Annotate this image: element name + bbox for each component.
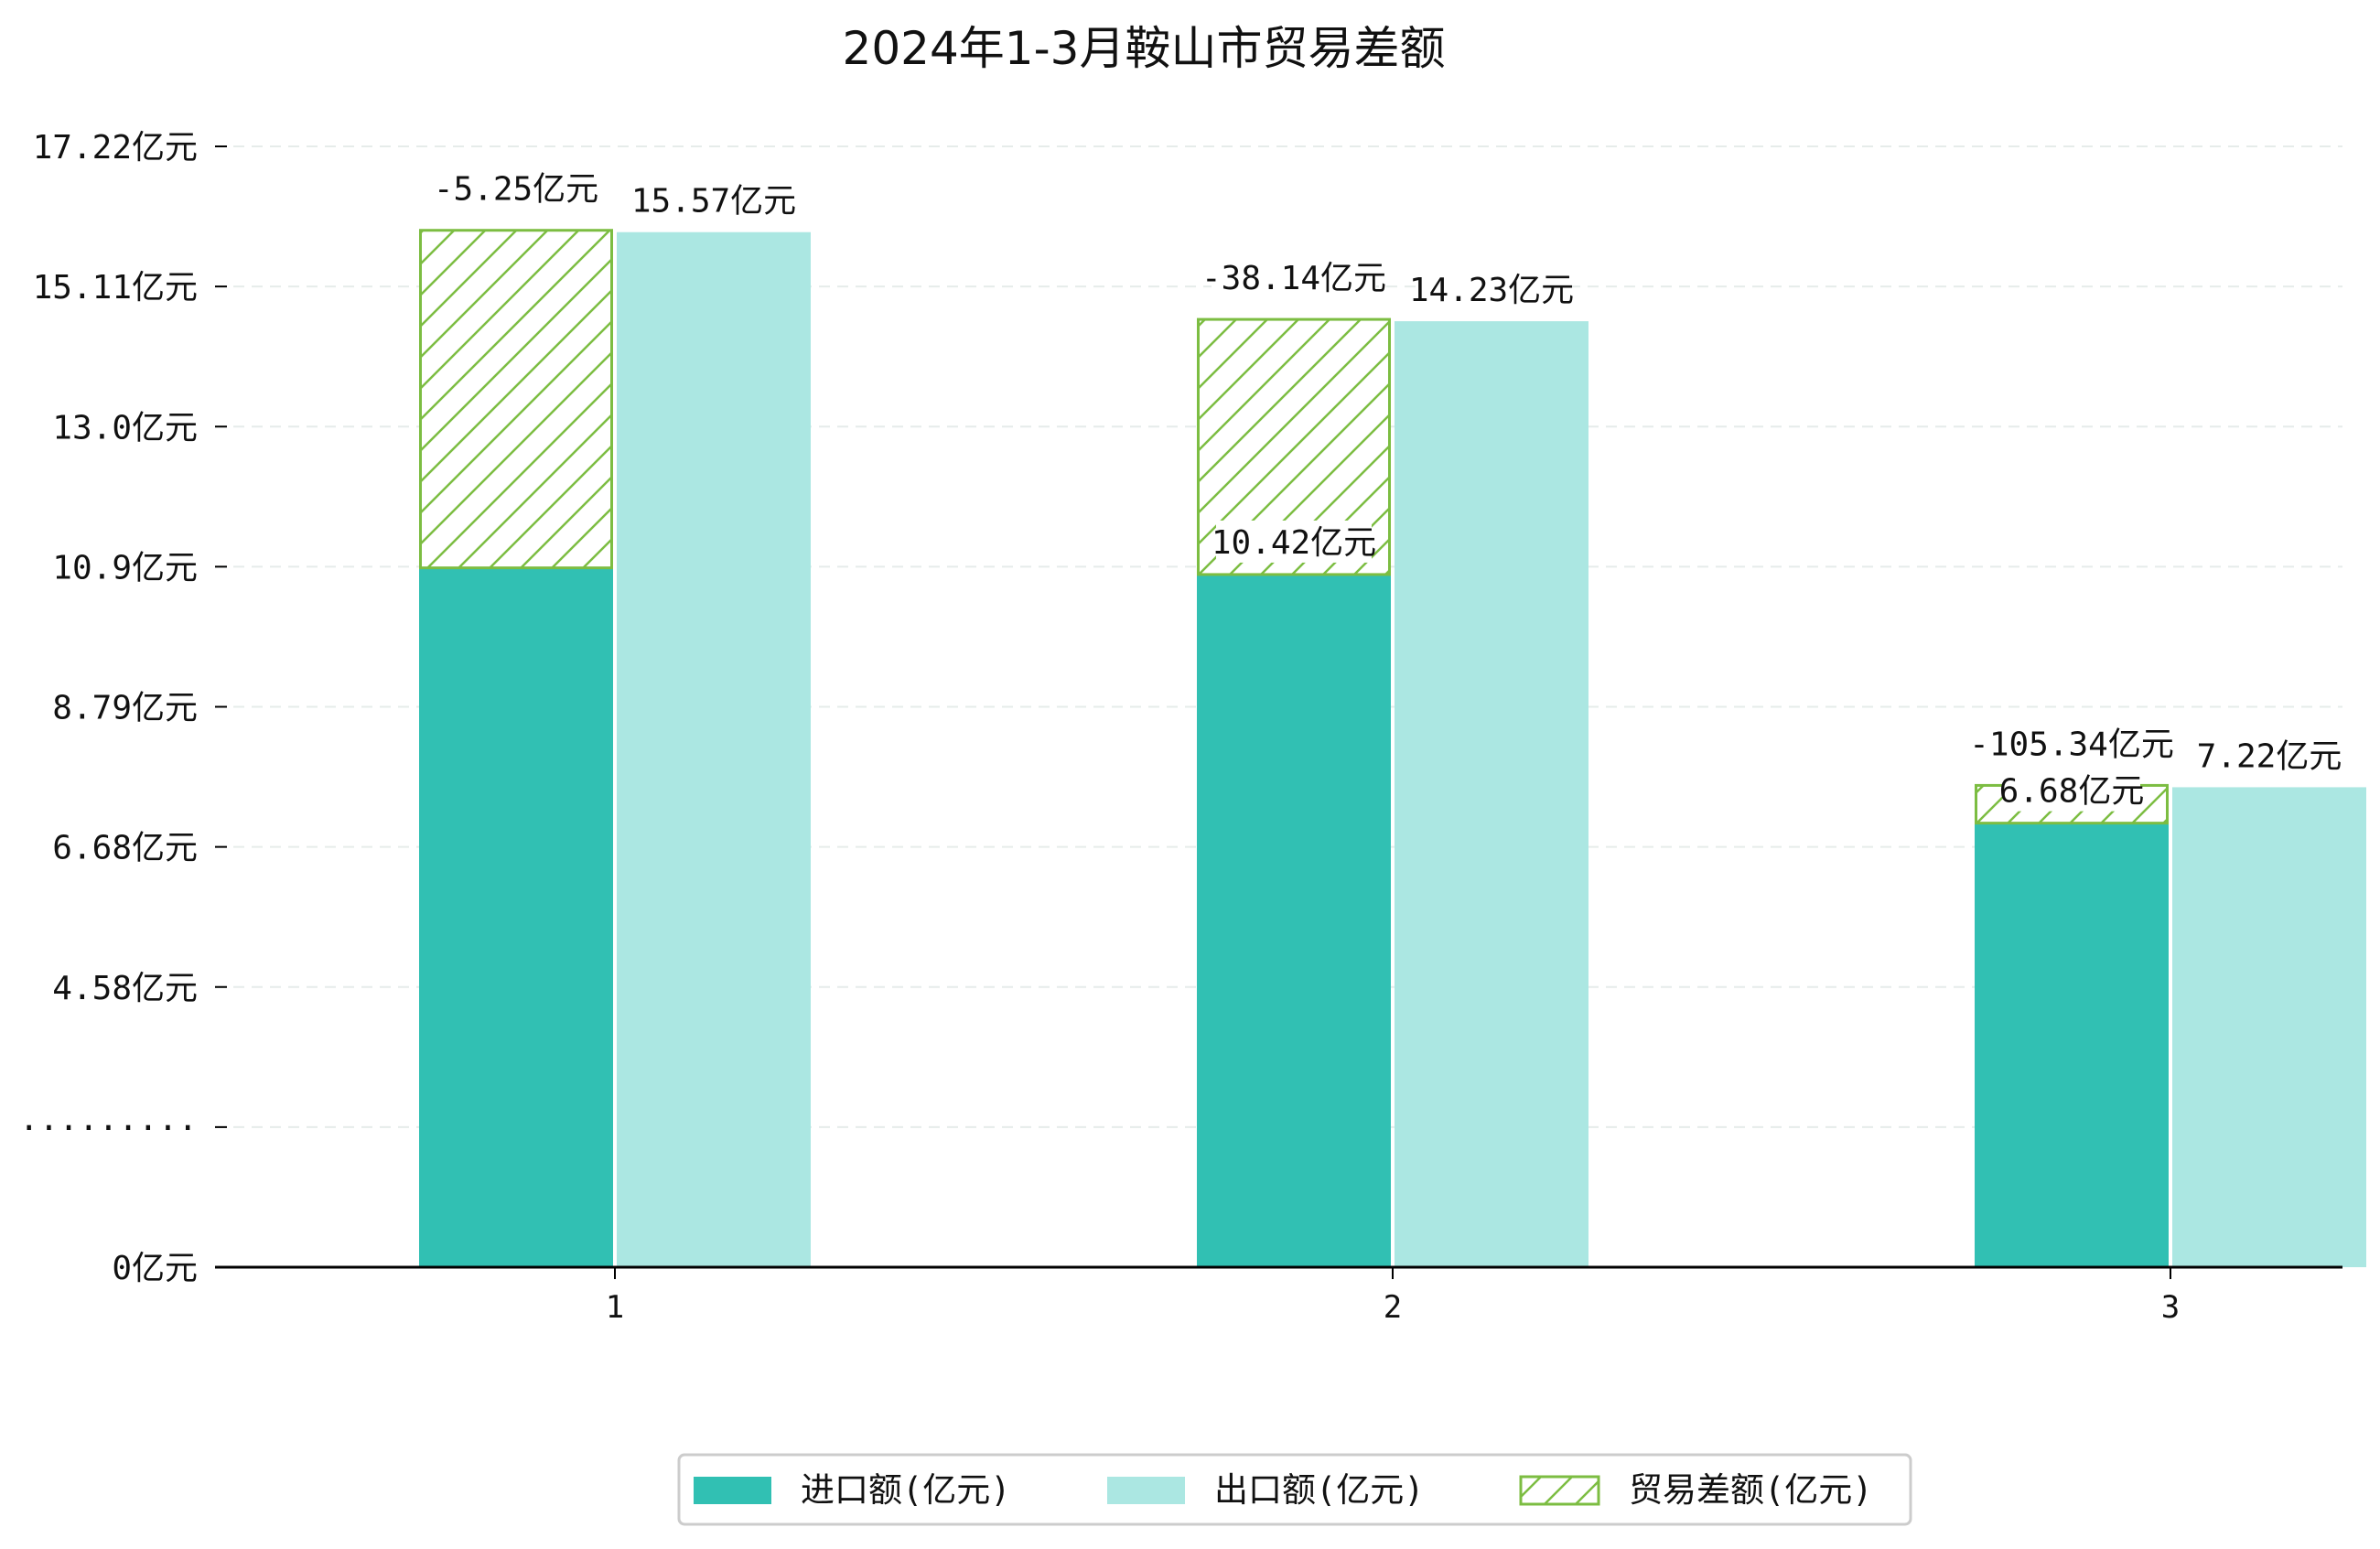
import-bar [1197, 574, 1391, 1267]
data-label-bg [1212, 256, 1376, 299]
y-tick-label: 13.0亿元 [52, 409, 198, 446]
data-label: 15.57亿元 [631, 183, 796, 221]
export-bar [2172, 787, 2366, 1267]
data-label: 14.23亿元 [1409, 272, 1574, 309]
chart-title: 2024年1-3月鞍山市贸易差额 [843, 22, 1446, 75]
x-tick-label: 3 [2161, 1289, 2180, 1326]
y-axis: 0亿元 ········· 4.58亿元 6.68亿元 8.79亿元 10.9亿元 13.0… [19, 129, 227, 1287]
data-label-bg [2003, 769, 2140, 812]
data-label-bg [641, 178, 787, 221]
data-label: 7.22亿元 [2197, 737, 2342, 775]
legend: 进口额(亿元) 出口额(亿元) 贸易差额(亿元) [677, 1453, 1912, 1526]
import-bar [419, 567, 613, 1267]
data-label: -38.14亿元 [1201, 260, 1386, 297]
legend-frame [677, 1453, 1912, 1526]
y-tick-label: 10.9亿元 [52, 549, 198, 586]
y-tick-label: 15.11亿元 [33, 269, 198, 307]
balance-bar [419, 229, 613, 570]
y-tick-label: 0亿元 [112, 1250, 198, 1287]
y-tick-label: 4.58亿元 [52, 970, 198, 1007]
legend-swatch-import [694, 1477, 771, 1504]
data-label-bg [443, 167, 589, 210]
legend-label-export: 出口额(亿元) [1214, 1470, 1425, 1510]
data-labels: -5.25亿元 15.57亿元 -38.14亿元 14.23亿元 10.42亿元 -105… [434, 167, 2342, 812]
legend-label-import: 进口额(亿元) [801, 1470, 1011, 1510]
data-label-bg [1418, 268, 1565, 311]
legend-swatch-export [1107, 1477, 1185, 1504]
x-tick-label: 1 [606, 1289, 624, 1326]
bars [419, 229, 2366, 1267]
data-label: 6.68亿元 [1999, 773, 2145, 811]
data-label-bg [1216, 520, 1372, 563]
legend-swatch-balance [1519, 1475, 1600, 1506]
y-tick-label: ········· [19, 1110, 198, 1147]
export-bar [1395, 321, 1588, 1267]
x-axis: 1 2 3 [215, 1265, 2342, 1326]
y-tick-label: 17.22亿元 [33, 129, 198, 167]
data-label-bg [2205, 734, 2333, 777]
legend-label-balance: 贸易差额(亿元) [1629, 1470, 1873, 1510]
y-tick-label: 8.79亿元 [52, 690, 198, 727]
y-tick-label: 6.68亿元 [52, 830, 198, 867]
x-tick-label: 2 [1384, 1289, 1402, 1326]
data-label: 10.42亿元 [1212, 524, 1376, 562]
data-label-bg [1980, 722, 2163, 765]
import-bar [1975, 823, 2169, 1267]
export-bar [617, 231, 811, 1267]
data-label: -5.25亿元 [434, 171, 598, 209]
data-label: -105.34亿元 [1969, 726, 2174, 763]
